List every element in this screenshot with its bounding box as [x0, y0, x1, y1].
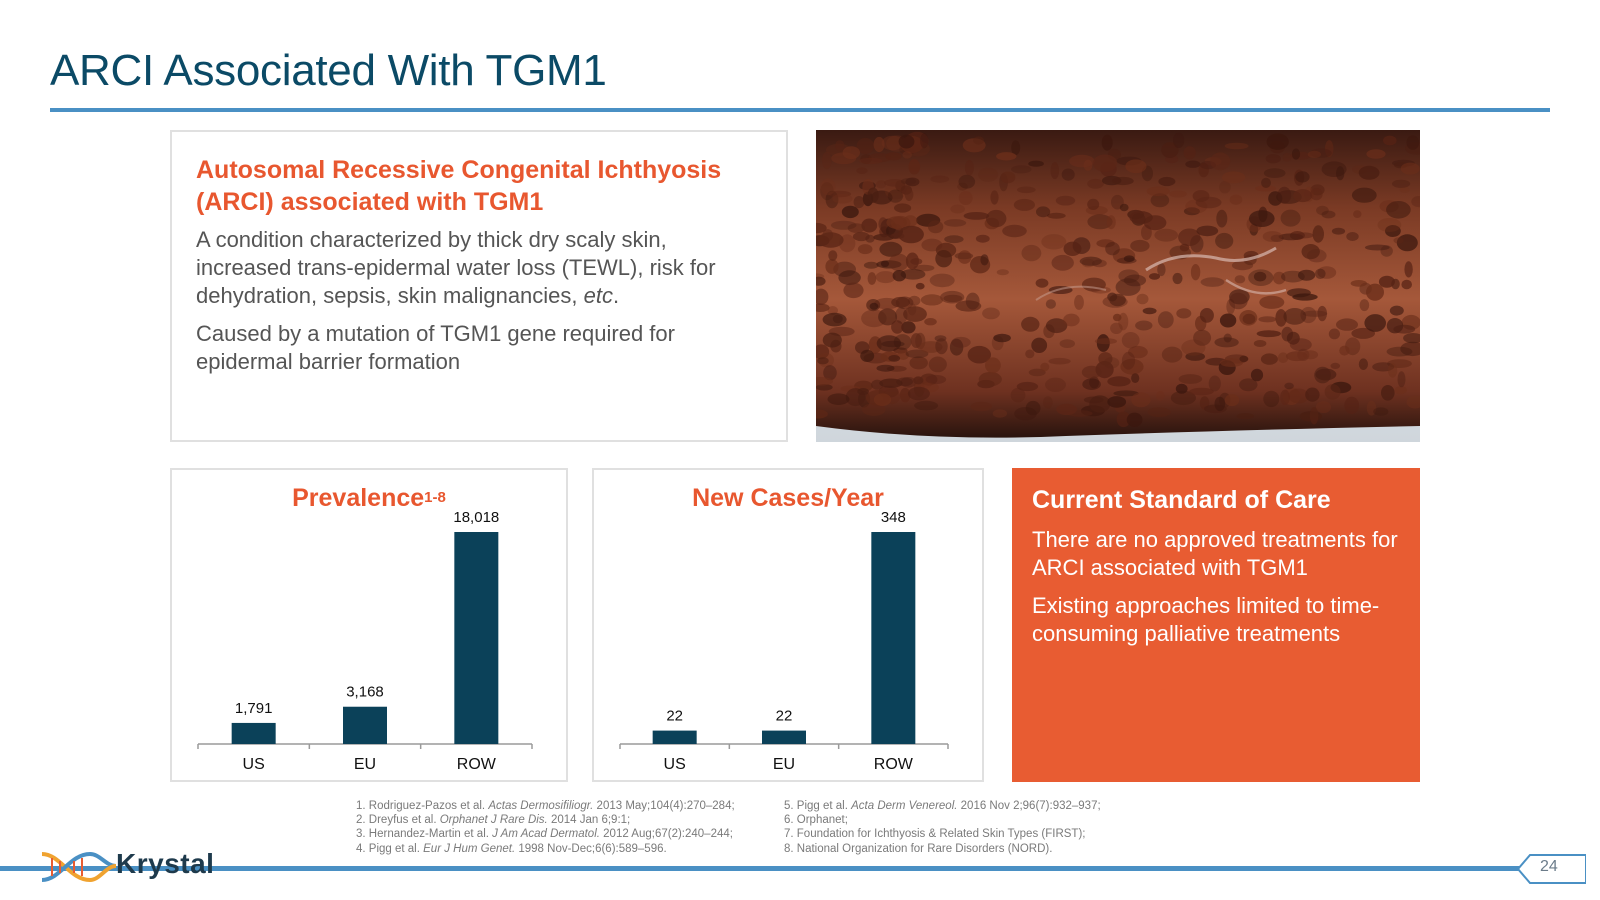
x-tick-label: ROW	[457, 756, 497, 773]
standard-of-care-paragraph-2: Existing approaches limited to time-cons…	[1032, 593, 1380, 646]
description-heading: Autosomal Recessive Congenital Ichthyosi…	[196, 156, 722, 216]
footer-divider	[0, 866, 1530, 871]
reference-journal: Orphanet J Rare Dis.	[439, 814, 548, 827]
bar-value-label: 18,018	[453, 509, 499, 526]
description-etc: etc	[583, 283, 614, 308]
new-cases-chart-box: New Cases/Year 22 US 22 EU 348 ROW	[592, 468, 984, 782]
dna-helix-icon	[41, 852, 117, 882]
x-tick-label: US	[243, 756, 265, 773]
reference-item: 5. Pigg et al. Acta Derm Venereol. 2016 …	[784, 799, 1101, 813]
new-cases-bar-chart: 22 US 22 EU 348 ROW	[619, 509, 949, 773]
prevalence-title-text: Prevalence	[292, 484, 425, 512]
reference-journal: Eur J Hum Genet.	[423, 842, 516, 855]
reference-citation: 1998 Nov-Dec;6(6):589–596.	[515, 842, 667, 855]
new-cases-chart-title: New Cases/Year	[692, 484, 884, 512]
reference-citation: 2016 Nov 2;96(7):932–937;	[957, 800, 1101, 812]
bar-value-label: 3,168	[346, 684, 384, 701]
prevalence-chart-title: Prevalence1-8	[172, 484, 566, 513]
reference-citation: 2013 May;104(4):270–284;	[593, 800, 735, 812]
description-paragraph-1: A condition characterized by thick dry s…	[196, 226, 764, 310]
reference-journal: Acta Derm Venereol.	[851, 800, 958, 812]
prevalence-chart-box: Prevalence1-8 1,791 US 3,168 EU 18,018 ROW	[170, 468, 568, 782]
reference-authors: 2. Dreyfus et al.	[356, 814, 440, 827]
bar-value-label: 348	[881, 509, 906, 526]
standard-of-care-box: Current Standard of Care There are no ap…	[1012, 468, 1420, 782]
page-number: 24	[1540, 858, 1558, 875]
x-tick-label: US	[664, 756, 686, 773]
bar-row	[871, 532, 916, 744]
reference-authors: 3. Hernandez-Martin et al.	[356, 828, 493, 841]
x-tick-label: EU	[354, 756, 376, 773]
reference-journal: J Am Acad Dermatol.	[492, 828, 600, 841]
description-period: .	[613, 283, 620, 308]
description-box: Autosomal Recessive Congenital Ichthyosi…	[170, 130, 788, 442]
reference-item: 8. National Organization for Rare Disord…	[784, 842, 1101, 856]
bar-us	[652, 730, 697, 744]
references-right: 5. Pigg et al. Acta Derm Venereol. 2016 …	[784, 799, 1101, 856]
scaly-skin-image	[816, 130, 1420, 442]
reference-journal: Actas Dermosifiliogr.	[488, 800, 594, 812]
prevalence-bar-chart: 1,791 US 3,168 EU 18,018 ROW	[197, 509, 533, 773]
slide-title: ARCI Associated With TGM1	[50, 46, 607, 95]
references-left: 1. Rodriguez-Pazos et al. Actas Dermosif…	[356, 799, 735, 856]
reference-authors: 6. Orphanet;	[784, 814, 848, 827]
scaly-skin-photo	[816, 130, 1420, 442]
x-tick-label: ROW	[874, 756, 914, 773]
bar-value-label: 22	[776, 708, 793, 725]
reference-citation: 2014 Jan 6;9:1;	[547, 814, 631, 827]
page-number-badge	[1516, 854, 1586, 884]
reference-item: 1. Rodriguez-Pazos et al. Actas Dermosif…	[356, 799, 735, 813]
description-text: A condition characterized by thick dry s…	[196, 227, 716, 308]
reference-item: 6. Orphanet;	[784, 813, 1101, 827]
reference-item: 3. Hernandez-Martin et al. J Am Acad Der…	[356, 827, 735, 841]
reference-authors: 5. Pigg et al.	[784, 800, 852, 812]
reference-item: 4. Pigg et al. Eur J Hum Genet. 1998 Nov…	[356, 842, 735, 856]
bar-row	[454, 532, 499, 744]
logo-text: Krystal	[116, 848, 215, 879]
krystal-logo: Krystal	[40, 846, 230, 886]
bar-value-label: 22	[666, 708, 683, 725]
bar-eu	[762, 730, 806, 744]
standard-of-care-title: Current Standard of Care	[1032, 486, 1331, 514]
reference-authors: 4. Pigg et al.	[356, 842, 424, 855]
bar-eu	[343, 706, 387, 744]
reference-authors: 1. Rodriguez-Pazos et al.	[356, 800, 489, 812]
reference-item: 7. Foundation for Ichthyosis & Related S…	[784, 827, 1101, 841]
reference-citation: 2012 Aug;67(2):240–244;	[599, 828, 733, 841]
description-paragraph-2: Caused by a mutation of TGM1 gene requir…	[196, 321, 675, 374]
skin-scales	[816, 131, 1420, 428]
standard-of-care-paragraph-1: There are no approved treatments for ARC…	[1032, 527, 1398, 580]
bar-us	[231, 722, 276, 744]
x-tick-label: EU	[773, 756, 795, 773]
prevalence-reference-superscript: 1-8	[424, 489, 446, 506]
title-divider	[50, 108, 1550, 112]
reference-authors: 8. National Organization for Rare Disord…	[784, 842, 1053, 855]
reference-authors: 7. Foundation for Ichthyosis & Related S…	[784, 828, 1086, 841]
reference-item: 2. Dreyfus et al. Orphanet J Rare Dis. 2…	[356, 813, 735, 827]
bar-value-label: 1,791	[235, 700, 273, 717]
